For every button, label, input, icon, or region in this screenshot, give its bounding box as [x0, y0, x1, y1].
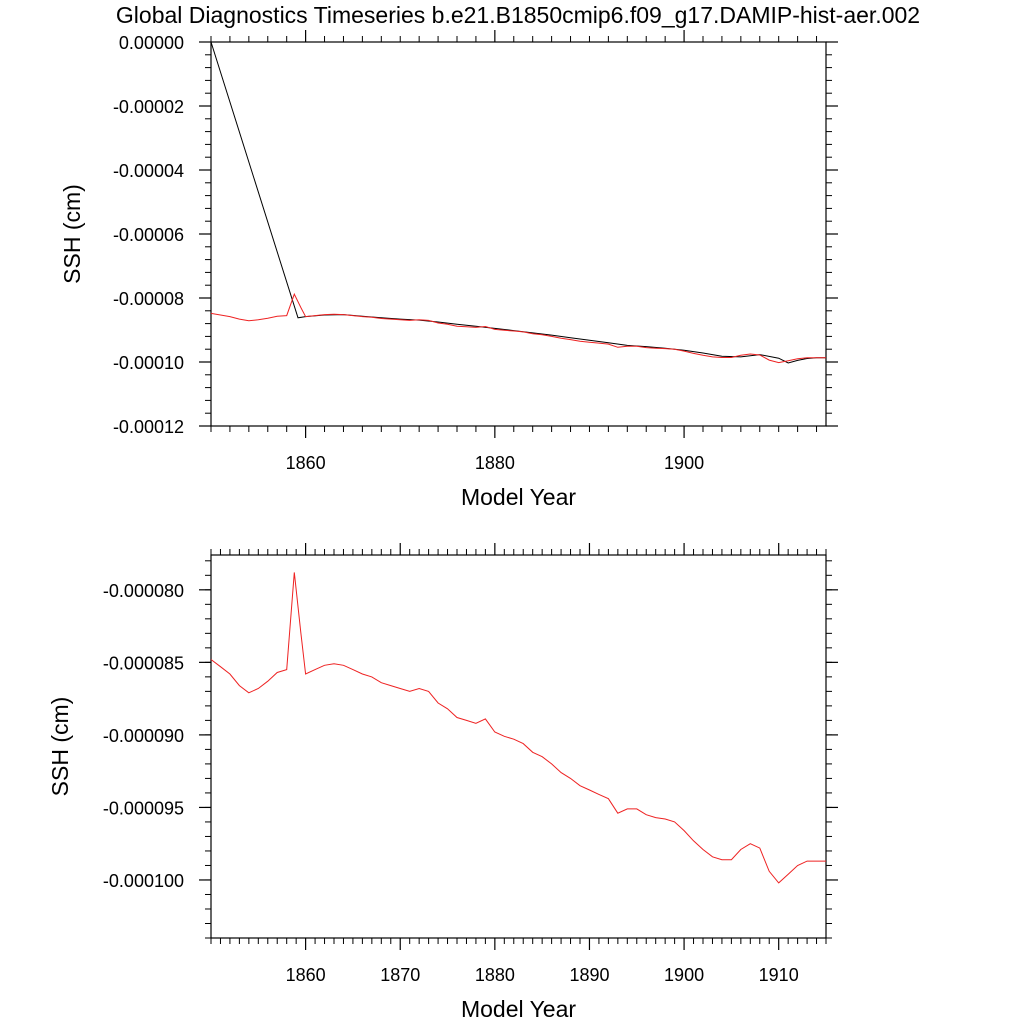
plot-frame: [210, 41, 827, 427]
x-tick-label: 1890: [569, 965, 609, 985]
series-line-1: [211, 42, 826, 364]
x-tick-label: 1900: [664, 965, 704, 985]
x-tick-label: 1910: [759, 965, 799, 985]
y-tick-label: -0.000085: [103, 653, 184, 673]
y-tick-label: -0.00004: [113, 161, 184, 181]
y-tick-label: 0.00000: [119, 33, 184, 53]
x-tick-label: 1900: [664, 453, 704, 473]
x-axis-title: Model Year: [461, 484, 576, 510]
x-tick-label: 1860: [286, 453, 326, 473]
chart-panel-2: 1860 1870 1880 1890 1900 1910 -0.000080 -0.0000…: [47, 543, 838, 1022]
y-axis-title: SSH (cm): [47, 697, 73, 797]
plot-frame: [210, 554, 827, 939]
y-tick-label: -0.000080: [103, 581, 184, 601]
chart-panel-1: 1860 1880 1900 0.00000 -0.00002 -0.00004 -0.00…: [59, 30, 838, 510]
y-tick-label: -0.000100: [103, 871, 184, 891]
x-axis-title: Model Year: [461, 996, 576, 1022]
x-tick-label: 1880: [475, 965, 515, 985]
y-tick-label: -0.00008: [113, 289, 184, 309]
y-tick-label: -0.000090: [103, 726, 184, 746]
series-line-1: [211, 572, 826, 884]
y-tick-label: -0.00012: [113, 417, 184, 437]
series-line-2: [211, 292, 826, 364]
y-tick-label: -0.000095: [103, 798, 184, 818]
y-tick-label: -0.00006: [113, 225, 184, 245]
x-tick-label: 1860: [286, 965, 326, 985]
chart-title: Global Diagnostics Timeseries b.e21.B185…: [115, 2, 921, 28]
x-tick-label: 1870: [380, 965, 420, 985]
x-tick-label: 1880: [475, 453, 515, 473]
y-axis-title: SSH (cm): [59, 184, 85, 284]
y-tick-label: -0.00010: [113, 353, 184, 373]
y-tick-label: -0.00002: [113, 97, 184, 117]
